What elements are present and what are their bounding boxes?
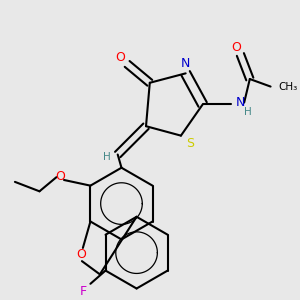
Text: N: N: [181, 57, 190, 70]
Text: H: H: [244, 107, 252, 117]
Text: N: N: [236, 96, 245, 109]
Text: CH₃: CH₃: [278, 82, 297, 92]
Text: O: O: [232, 41, 242, 54]
Text: H: H: [103, 152, 110, 162]
Text: F: F: [79, 285, 86, 298]
Text: O: O: [55, 170, 65, 183]
Text: O: O: [76, 248, 86, 261]
Text: O: O: [116, 51, 125, 64]
Text: S: S: [186, 137, 194, 150]
